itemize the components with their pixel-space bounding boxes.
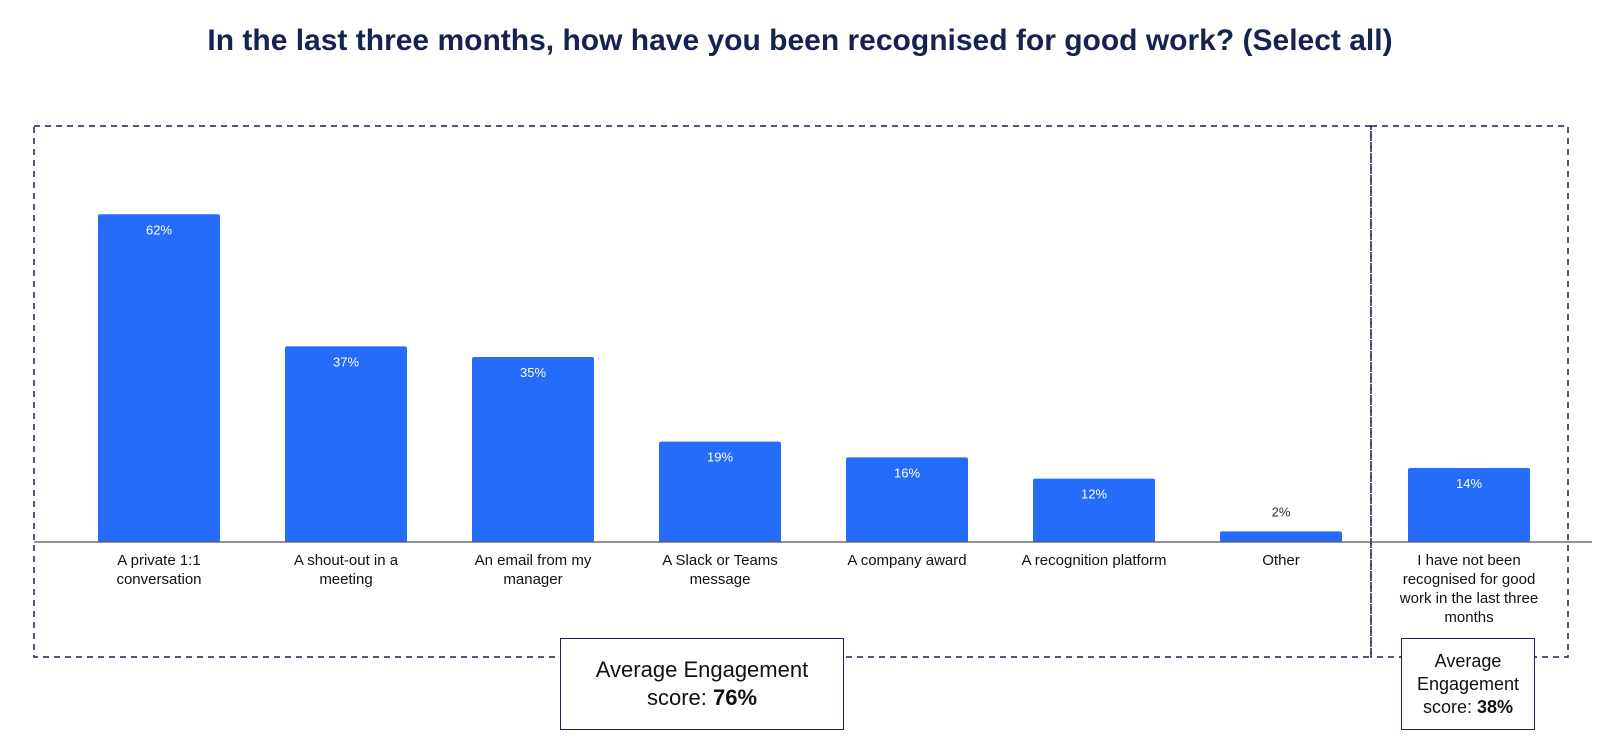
category-label: A recognition platform [1021,552,1166,569]
category-label: A private 1:1 conversation [116,552,201,588]
score-box-recognised: Average Engagement score: 76% [560,638,844,730]
category-label: A shout-out in a meeting [294,552,399,588]
score-box-line: Average Engagement [595,657,809,682]
category-label-line: A company award [847,552,966,569]
bar [285,346,407,542]
bar [472,357,594,542]
category-label: An email from my manager [475,552,592,588]
bar-value-label: 35% [520,365,546,380]
category-label: A company award [847,552,966,569]
score-box-line: score: 38% [1402,696,1534,719]
category-label-line: manager [503,571,562,588]
score-value: 38% [1477,696,1514,717]
category-label-line: I have not been [1417,552,1520,569]
category-label: I have not been recognised for good work i… [1399,552,1538,626]
bar [1408,468,1530,542]
score-value: 76% [713,685,758,710]
bar-value-label: 19% [707,450,733,465]
score-box-line: score: 76% [561,684,843,712]
bar [846,457,968,542]
category-label-line: work in the last three [1399,590,1538,607]
category-label-line: A Slack or Teams [662,552,778,569]
bar-value-label: 12% [1081,487,1107,502]
group-frame-recognised [33,125,1372,658]
score-box-line: Engagement [1416,673,1520,694]
bar [98,214,220,543]
category-label-line: message [690,571,751,588]
category-label: A Slack or Teams message [662,552,778,588]
category-label-line: A shout-out in a [294,552,399,569]
category-label-line: meeting [319,571,372,588]
bar [659,441,781,542]
category-label-line: recognised for good [1403,571,1536,588]
category-label-line: Other [1262,552,1300,569]
bar [1220,531,1342,542]
category-label-line: months [1444,609,1493,626]
bar-value-label: 62% [146,222,172,237]
category-label: Other [1262,552,1300,569]
score-box-line: Average [1434,650,1502,671]
category-label-line: An email from my [475,552,592,569]
category-label-line: A recognition platform [1021,552,1166,569]
chart-title: In the last three months, how have you b… [207,24,1393,57]
bar-value-label: 37% [333,354,359,369]
bar-value-label: 2% [1272,504,1291,519]
bar [1033,478,1155,542]
bar-value-label: 14% [1456,476,1482,491]
category-label-line: conversation [116,571,201,588]
score-label: score: [646,685,707,710]
category-label-line: A private 1:1 [117,552,200,569]
score-label: score: [1422,696,1472,717]
bar-value-label: 16% [894,465,920,480]
score-box-not-recognised: Average Engagement score: 38% [1401,638,1535,730]
